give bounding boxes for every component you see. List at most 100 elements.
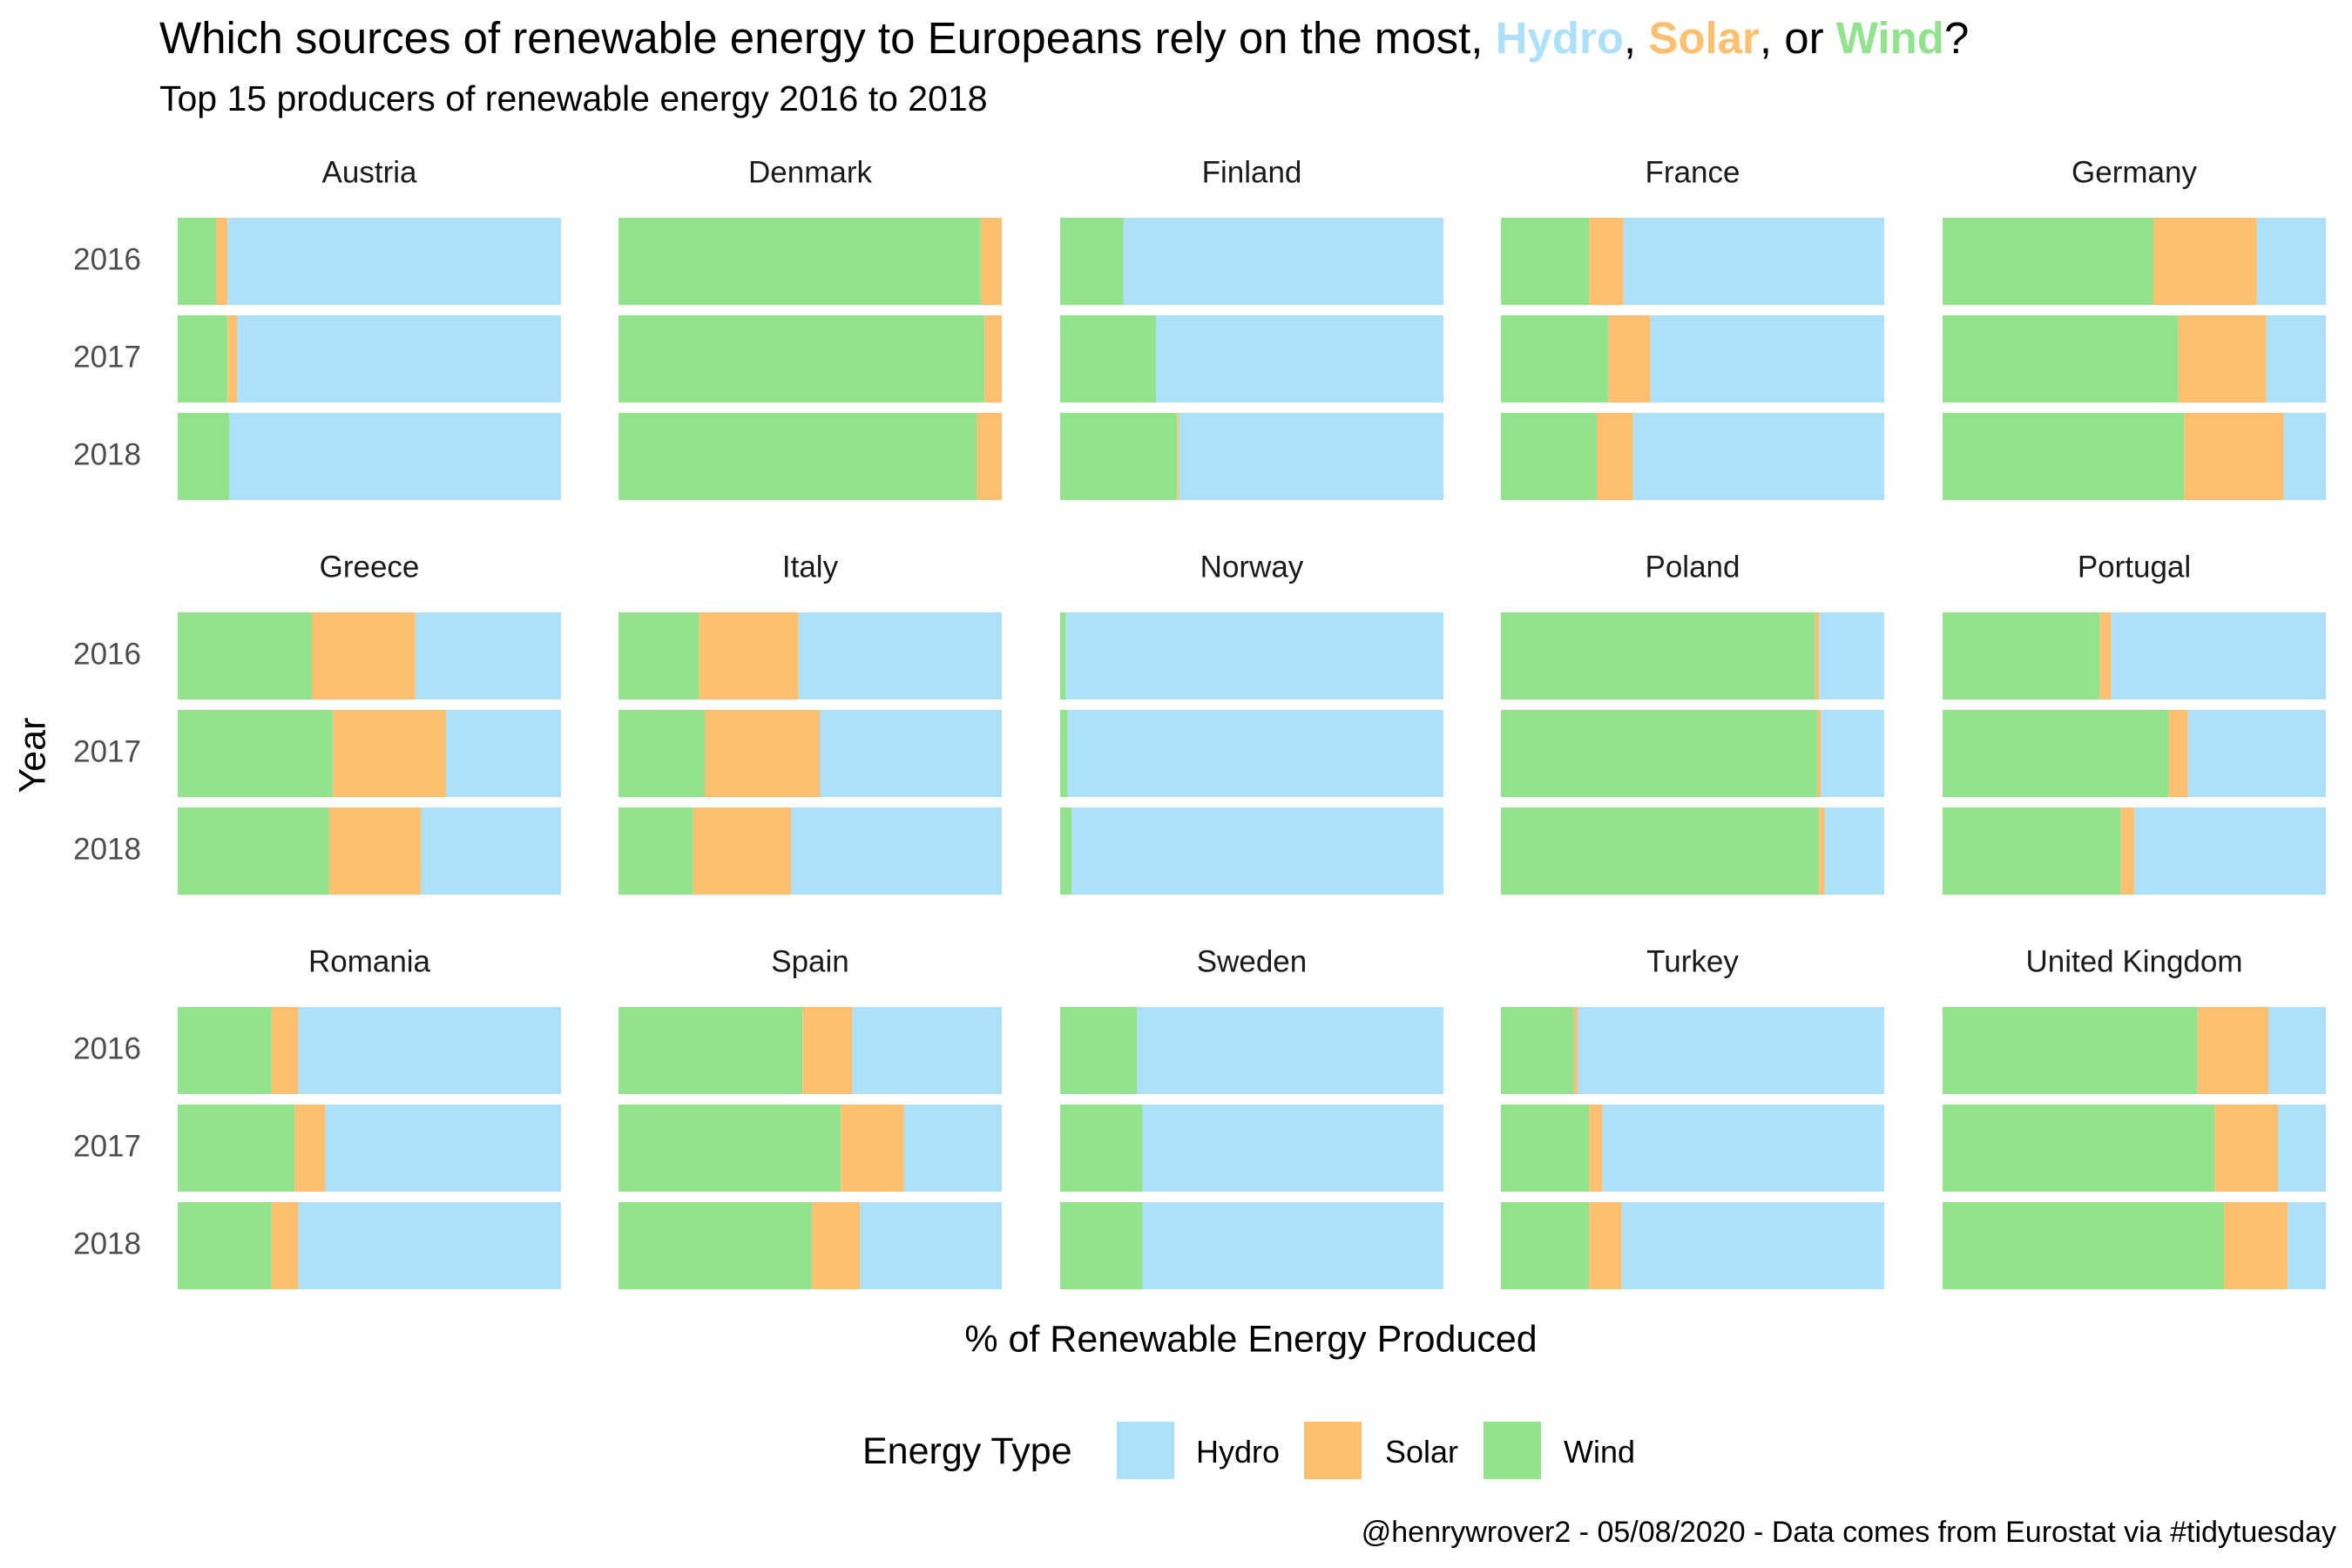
bar-poland-2017-solar	[1817, 710, 1821, 797]
bar-romania-2017-wind	[178, 1105, 295, 1192]
legend: Energy Type Hydro Solar Wind	[0, 1422, 2352, 1483]
facet-title-turkey: Turkey	[1646, 944, 1739, 978]
bar-poland-2016-wind	[1501, 612, 1815, 700]
bar-portugal-2017-solar	[2168, 710, 2188, 797]
y-axis-label: Year	[11, 718, 53, 794]
bar-romania-2016-wind	[178, 1007, 272, 1094]
bar-france-2017-hydro	[1650, 315, 1884, 402]
bar-sweden-2017-wind	[1060, 1105, 1143, 1192]
bar-poland-2017-hydro	[1821, 710, 1884, 797]
legend-label-solar: Solar	[1385, 1434, 1459, 1470]
bar-france-2017-solar	[1608, 315, 1651, 402]
bar-france-2016-wind	[1501, 218, 1590, 305]
bar-france-2016-hydro	[1623, 218, 1884, 305]
bar-france-2017-wind	[1501, 315, 1609, 402]
bar-poland-2018-wind	[1501, 808, 1820, 895]
facet-title-sweden: Sweden	[1197, 944, 1307, 978]
bar-austria-2016-wind	[178, 218, 216, 305]
bar-spain-2017-solar	[841, 1105, 904, 1192]
facet-title-romania: Romania	[308, 944, 431, 978]
legend-title: Energy Type	[862, 1430, 1072, 1472]
bar-romania-2018-wind	[178, 1202, 272, 1289]
facet-title-italy: Italy	[782, 550, 839, 584]
legend-swatch-wind	[1484, 1422, 1541, 1479]
year-tick-label: 2017	[73, 340, 141, 374]
bar-united-kingdom-2017-solar	[2214, 1105, 2278, 1192]
bar-germany-2017-solar	[2178, 315, 2267, 402]
bar-finland-2018-wind	[1060, 413, 1178, 500]
bar-austria-2018-wind	[178, 413, 230, 500]
bar-sweden-2016-wind	[1060, 1007, 1137, 1094]
facet-title-germany: Germany	[2072, 155, 2197, 189]
bar-italy-2018-hydro	[791, 808, 1002, 895]
bar-turkey-2017-hydro	[1602, 1105, 1884, 1192]
bar-romania-2017-hydro	[325, 1105, 561, 1192]
title-prefix: Which sources of renewable energy to Eur…	[159, 13, 1496, 63]
bar-spain-2017-hydro	[903, 1105, 1002, 1192]
bar-portugal-2016-wind	[1943, 612, 2100, 700]
bar-finland-2018-hydro	[1179, 413, 1443, 500]
bar-france-2018-hydro	[1632, 413, 1884, 500]
bar-greece-2016-wind	[178, 612, 312, 700]
bar-denmark-2016-solar	[980, 218, 1002, 305]
bar-spain-2016-solar	[802, 1007, 853, 1094]
legend-label-wind: Wind	[1564, 1434, 1636, 1470]
year-tick-label: 2016	[73, 637, 141, 671]
bar-turkey-2016-solar	[1573, 1007, 1578, 1094]
bar-austria-2017-wind	[178, 315, 228, 402]
bar-united-kingdom-2018-wind	[1943, 1202, 2225, 1289]
bar-norway-2018-hydro	[1071, 808, 1443, 895]
bar-austria-2017-solar	[227, 315, 238, 402]
bar-turkey-2018-solar	[1589, 1202, 1622, 1289]
year-tick-label: 2018	[73, 1227, 141, 1260]
bar-germany-2016-wind	[1943, 218, 2153, 305]
title-sep-2: , or	[1759, 13, 1836, 63]
bar-united-kingdom-2016-hydro	[2268, 1007, 2326, 1094]
year-tick-label: 2018	[73, 437, 141, 471]
bar-sweden-2018-hydro	[1142, 1202, 1443, 1289]
bar-greece-2017-wind	[178, 710, 334, 797]
bar-turkey-2016-hydro	[1578, 1007, 1884, 1094]
bar-sweden-2017-hydro	[1142, 1105, 1443, 1192]
bar-spain-2016-hydro	[852, 1007, 1002, 1094]
legend-swatch-solar	[1304, 1422, 1362, 1479]
bar-poland-2016-hydro	[1819, 612, 1884, 700]
chart-subtitle: Top 15 producers of renewable energy 201…	[159, 78, 988, 118]
bar-germany-2018-hydro	[2283, 413, 2326, 500]
bar-france-2016-solar	[1589, 218, 1624, 305]
legend-label-hydro: Hydro	[1196, 1434, 1281, 1470]
bar-united-kingdom-2017-wind	[1943, 1105, 2215, 1192]
bar-turkey-2017-solar	[1589, 1105, 1603, 1192]
bar-spain-2017-wind	[618, 1105, 841, 1192]
bar-sweden-2018-wind	[1060, 1202, 1143, 1289]
facet-title-norway: Norway	[1200, 550, 1304, 584]
bar-poland-2018-hydro	[1824, 808, 1884, 895]
bar-greece-2016-hydro	[415, 612, 561, 700]
bar-romania-2016-hydro	[298, 1007, 561, 1094]
bar-germany-2016-hydro	[2256, 218, 2326, 305]
bar-italy-2017-wind	[618, 710, 705, 797]
bar-norway-2017-hydro	[1067, 710, 1443, 797]
bar-greece-2018-hydro	[421, 808, 561, 895]
bar-greece-2018-solar	[328, 808, 422, 895]
facet-title-portugal: Portugal	[2078, 550, 2191, 584]
year-tick-label: 2017	[73, 734, 141, 768]
year-tick-label: 2018	[73, 832, 141, 866]
bar-spain-2018-solar	[812, 1202, 861, 1289]
bar-portugal-2018-hydro	[2134, 808, 2326, 895]
bar-germany-2018-wind	[1943, 413, 2185, 500]
bar-turkey-2018-wind	[1501, 1202, 1590, 1289]
bar-turkey-2018-hydro	[1621, 1202, 1884, 1289]
facet-title-spain: Spain	[771, 944, 849, 978]
bar-norway-2016-wind	[1060, 612, 1066, 700]
bar-denmark-2016-wind	[618, 218, 981, 305]
bar-greece-2017-solar	[333, 710, 446, 797]
bar-germany-2018-solar	[2184, 413, 2284, 500]
bar-poland-2016-solar	[1815, 612, 1820, 700]
bar-italy-2016-hydro	[798, 612, 1002, 700]
title-hydro: Hydro	[1495, 13, 1624, 63]
bar-spain-2018-wind	[618, 1202, 813, 1289]
bar-portugal-2017-hydro	[2187, 710, 2326, 797]
bar-romania-2016-solar	[271, 1007, 299, 1094]
